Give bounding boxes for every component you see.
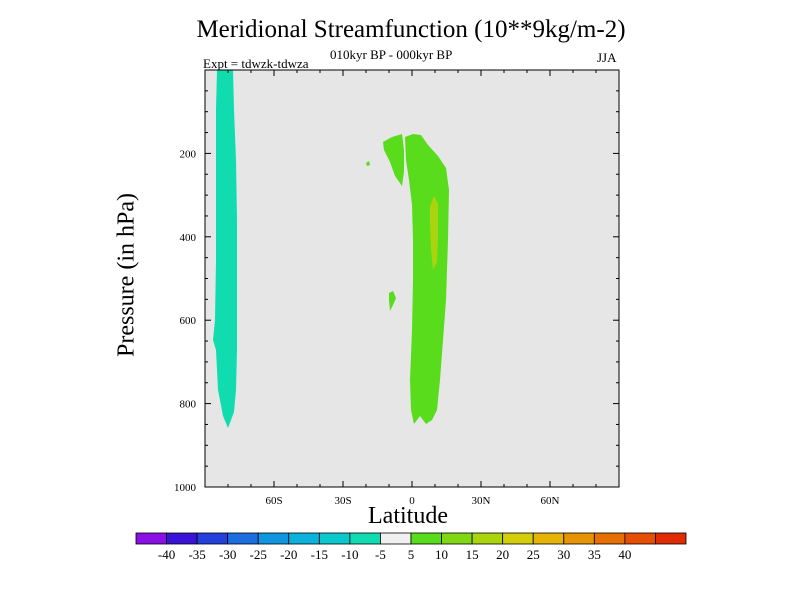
colorbar-label: -25 — [250, 547, 267, 562]
y-tick-label: 400 — [180, 232, 197, 244]
colorbar-label: 5 — [408, 547, 415, 562]
colorbar-label: 35 — [588, 547, 601, 562]
colorbar-swatch — [471, 532, 504, 545]
colorbar-swatch — [532, 532, 565, 545]
plot-background — [205, 70, 619, 487]
y-tick-label: 200 — [180, 148, 197, 160]
y-tick-label: 1000 — [174, 482, 197, 494]
colorbar-swatch — [288, 532, 320, 545]
colorbar-label: -30 — [219, 547, 236, 562]
colorbar-swatch — [410, 532, 442, 545]
colorbar-label: -40 — [158, 547, 175, 562]
colorbar-swatch — [196, 532, 229, 545]
x-tick-label: 60S — [265, 495, 282, 507]
colorbar-label: 25 — [527, 547, 540, 562]
colorbar-swatch — [135, 532, 167, 545]
season-label: JJA — [597, 50, 617, 65]
x-tick-label: 60N — [541, 495, 560, 507]
colorbar-label: 20 — [496, 547, 509, 562]
contour-region-positive — [389, 291, 396, 311]
x-axis-label: Latitude — [368, 503, 448, 529]
colorbar-label: -35 — [188, 547, 205, 562]
colorbar-label: 30 — [557, 547, 570, 562]
colorbar-swatch — [593, 532, 626, 545]
x-tick-label: 30N — [472, 495, 491, 507]
colorbar-swatch — [166, 532, 198, 545]
contour-region-positive — [383, 134, 404, 186]
y-tick-label: 600 — [180, 315, 197, 327]
colorbar-label: 10 — [435, 547, 448, 562]
x-tick-label: 0 — [409, 495, 415, 507]
colorbar-swatch — [502, 532, 534, 545]
colorbar-swatch — [349, 532, 381, 545]
contour-region-positive-core — [430, 196, 438, 270]
experiment-label: Expt = tdwzk-tdwza — [203, 56, 309, 71]
colorbar-swatch — [563, 532, 595, 545]
colorbar-label: 15 — [466, 547, 479, 562]
axis-ticks: 60S 30S 0 30N 60N 200 400 600 800 1000 — [174, 70, 620, 507]
colorbar-label: -10 — [341, 547, 358, 562]
colorbar-swatch — [318, 532, 351, 545]
contour-region-positive — [366, 161, 370, 166]
colorbar-swatch — [227, 532, 259, 545]
colorbar-label: -20 — [280, 547, 297, 562]
colorbar-swatch — [257, 532, 290, 545]
chart-subtitle: 010kyr BP - 000kyr BP — [330, 47, 453, 62]
colorbar-swatch — [380, 532, 412, 545]
colorbar: -40 -35 -30 -25 -20 -15 -10 -5 5 10 15 20 25 30 35 40 — [135, 532, 687, 562]
colorbar-swatch — [441, 532, 473, 545]
x-tick-label: 30S — [334, 495, 351, 507]
chart-title: Meridional Streamfunction (10**9kg/m-2) — [196, 16, 626, 43]
y-tick-label: 800 — [180, 399, 197, 411]
colorbar-label: 40 — [618, 547, 631, 562]
colorbar-label: -15 — [311, 547, 328, 562]
colorbar-swatch — [624, 532, 656, 545]
colorbar-label: -5 — [375, 547, 386, 562]
colorbar-swatch — [655, 532, 687, 545]
contour-region-negative — [213, 70, 237, 428]
